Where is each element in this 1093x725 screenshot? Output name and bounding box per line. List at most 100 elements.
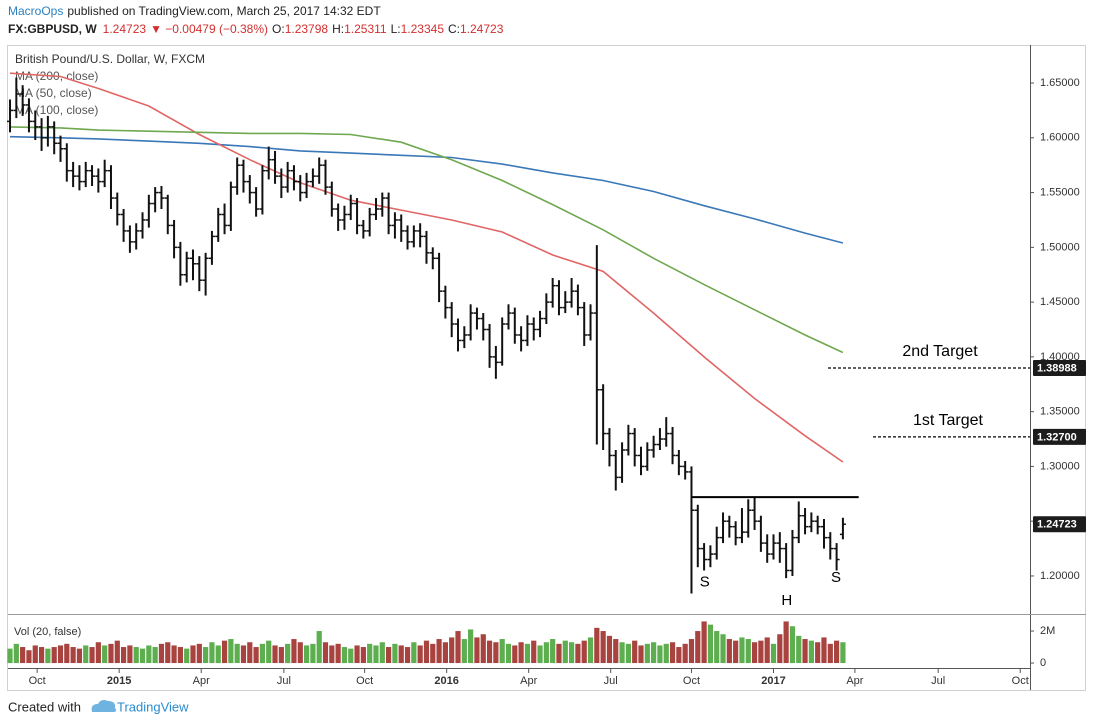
price-tag bbox=[1033, 359, 1086, 376]
volume-bar bbox=[228, 639, 234, 664]
volume-bar bbox=[638, 645, 644, 664]
volume-bar bbox=[726, 639, 732, 664]
open-label: O: bbox=[272, 22, 285, 36]
volume-bar bbox=[808, 640, 814, 664]
x-tick-label: Oct bbox=[29, 675, 46, 687]
volume-bar bbox=[303, 645, 310, 664]
volume-bar bbox=[114, 640, 120, 664]
y-tick-label: 1.20000 bbox=[1040, 570, 1080, 582]
moving-average-line bbox=[9, 135, 844, 244]
volume-bar bbox=[165, 642, 171, 664]
volume-bar bbox=[701, 621, 707, 664]
volume-bar bbox=[468, 629, 474, 664]
volume-bar bbox=[76, 648, 83, 664]
volume-bar bbox=[259, 643, 266, 664]
x-tick-label: Oct bbox=[356, 675, 373, 687]
volume-bar bbox=[177, 647, 183, 664]
volume-bar bbox=[291, 639, 297, 664]
volume-bar bbox=[739, 637, 745, 664]
pattern-label: H bbox=[781, 592, 792, 609]
volume-bar bbox=[354, 645, 360, 664]
volume-bar bbox=[455, 631, 461, 664]
y-tick-label: 1.65000 bbox=[1040, 77, 1080, 89]
volume-bar bbox=[751, 642, 758, 664]
volume-bar bbox=[512, 645, 518, 664]
target-label: 2nd Target bbox=[902, 343, 978, 360]
volume-bar bbox=[38, 647, 45, 664]
moving-average-line bbox=[9, 72, 844, 463]
volume-bar bbox=[625, 643, 631, 664]
volume-bar bbox=[152, 647, 158, 664]
volume-bar bbox=[221, 640, 228, 664]
volume-bar bbox=[550, 639, 556, 664]
volume-bar bbox=[215, 645, 221, 664]
volume-bar bbox=[840, 642, 846, 664]
volume-bar bbox=[392, 643, 398, 664]
volume-bar bbox=[146, 645, 152, 664]
volume-bar bbox=[398, 645, 404, 664]
volume-bar bbox=[745, 639, 751, 664]
volume-bar bbox=[209, 642, 215, 664]
volume-bar bbox=[783, 621, 789, 664]
publisher[interactable]: MacroOps bbox=[8, 4, 63, 18]
low-label: L: bbox=[391, 22, 401, 36]
low-value: 1.23345 bbox=[401, 22, 445, 36]
volume-label: Vol (20, false) bbox=[14, 626, 81, 638]
symbol: FX:GBPUSD, W bbox=[8, 22, 97, 36]
volume-bar bbox=[600, 631, 606, 664]
x-tick-label: Oct bbox=[1012, 675, 1029, 687]
y-tick-label: 1.35000 bbox=[1040, 406, 1080, 418]
volume-bar bbox=[379, 642, 385, 664]
volume-bar bbox=[720, 634, 726, 664]
volume-bar bbox=[367, 643, 373, 664]
brand-logo[interactable] bbox=[91, 700, 117, 712]
volume-bar bbox=[404, 647, 411, 664]
plot-area: 1.200001.250001.300001.350001.400001.450… bbox=[7, 69, 1086, 687]
y-tick-label: 1.45000 bbox=[1040, 296, 1080, 308]
volume-tick-label: 2M bbox=[1040, 625, 1055, 637]
volume-bar bbox=[657, 645, 663, 664]
volume-bar bbox=[83, 645, 89, 664]
volume-bar bbox=[707, 624, 714, 664]
x-tick-label: 2016 bbox=[434, 675, 458, 687]
volume-bar bbox=[196, 643, 202, 664]
price-tag bbox=[1033, 516, 1086, 533]
volume-bar bbox=[651, 642, 657, 664]
legend-entry: MA (50, close) bbox=[15, 86, 92, 100]
volume-bar bbox=[335, 643, 341, 664]
volume-bar bbox=[64, 643, 70, 664]
change: ▼ −0.00479 (−0.38%) bbox=[150, 22, 268, 36]
volume-bar bbox=[108, 643, 114, 664]
volume-bar bbox=[95, 642, 101, 664]
volume-bar bbox=[102, 645, 108, 664]
pattern-label: S bbox=[700, 574, 710, 591]
price-tag bbox=[1033, 428, 1086, 445]
x-tick-label: Apr bbox=[520, 675, 537, 687]
volume-bar bbox=[20, 647, 26, 664]
chart-title: British Pound/U.S. Dollar, W, FXCM bbox=[15, 52, 205, 66]
volume-bar bbox=[802, 639, 808, 664]
y-tick-label: 1.50000 bbox=[1040, 241, 1080, 253]
volume-bar bbox=[461, 639, 467, 664]
x-tick-label: Apr bbox=[846, 675, 863, 687]
footer-brand[interactable]: TradingView bbox=[117, 699, 189, 714]
volume-bar bbox=[341, 647, 348, 664]
x-tick-label: 2017 bbox=[761, 675, 785, 687]
volume-bar bbox=[518, 642, 524, 664]
price-tag-label: 1.24723 bbox=[1037, 519, 1077, 531]
volume-bar bbox=[411, 642, 417, 664]
volume-bar bbox=[360, 647, 366, 664]
volume-bar bbox=[733, 640, 739, 664]
close-value: 1.24723 bbox=[460, 22, 504, 36]
volume-bar bbox=[531, 640, 537, 664]
pattern-label: S bbox=[831, 569, 841, 586]
volume-bar bbox=[329, 645, 335, 664]
volume-bar bbox=[606, 635, 613, 664]
volume-bar bbox=[581, 640, 587, 664]
volume-bar bbox=[764, 637, 770, 664]
volume-bar bbox=[57, 645, 64, 664]
volume-bar bbox=[278, 647, 284, 664]
high-label: H: bbox=[332, 22, 344, 36]
